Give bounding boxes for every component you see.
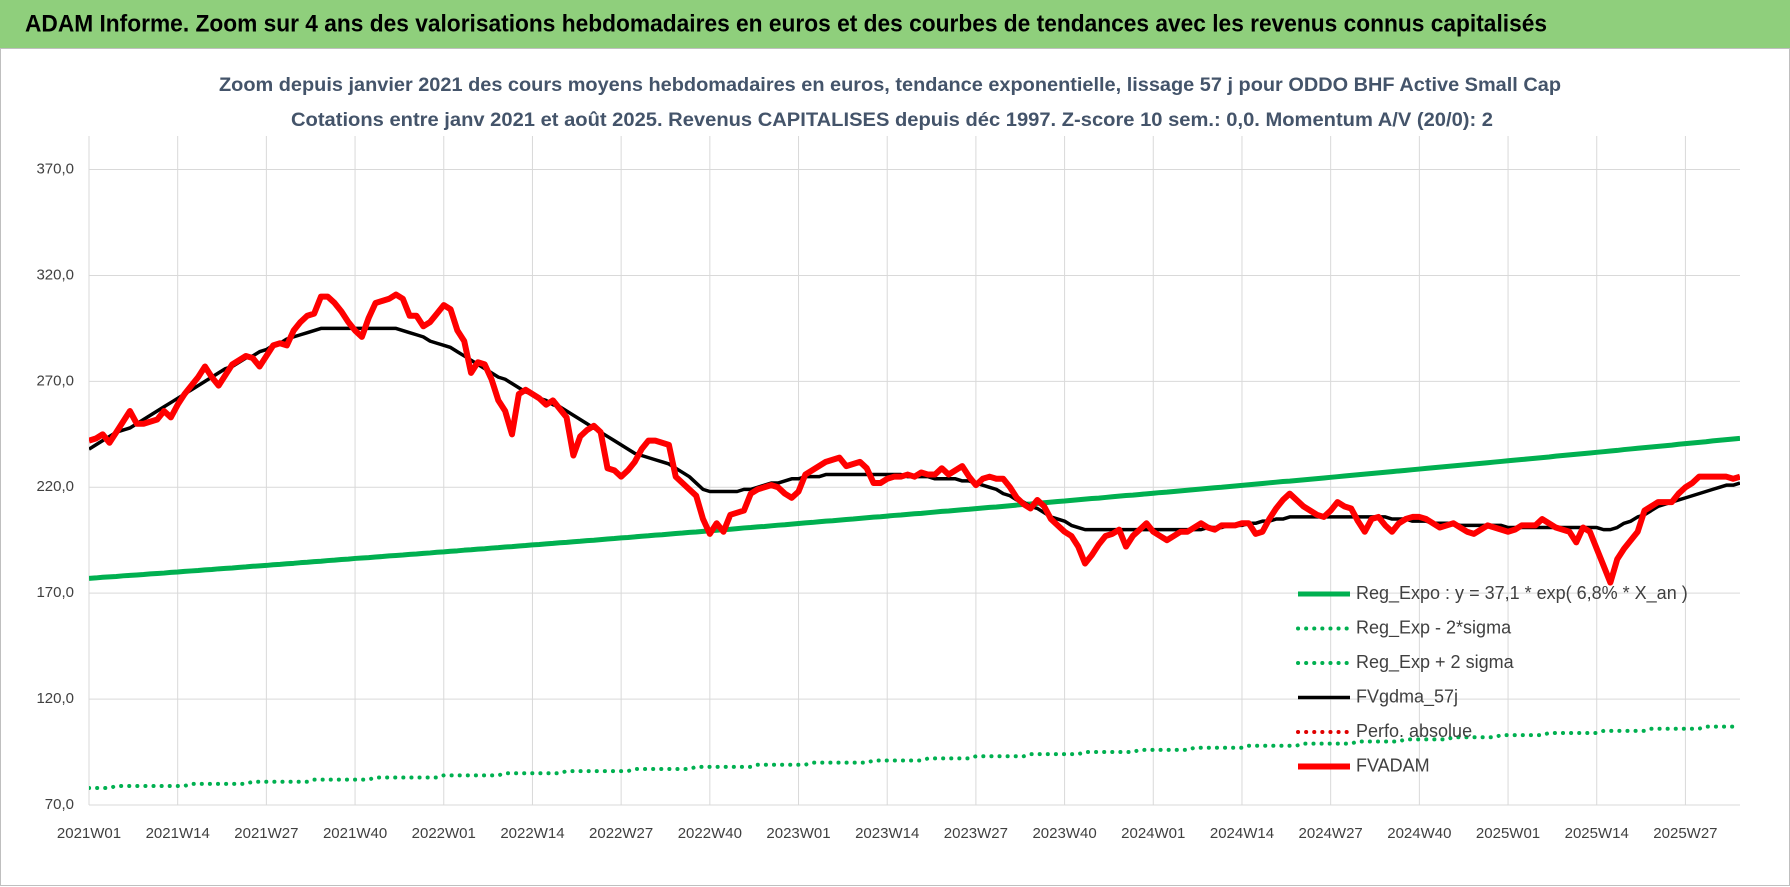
- legend-label: Reg_Expo : y = 37,1 * exp( 6,8% * X_an ): [1356, 583, 1688, 604]
- x-tick-label: 2024W40: [1387, 825, 1451, 842]
- y-tick-label: 370,0: [36, 161, 74, 178]
- series-line: [89, 435, 1740, 581]
- x-tick-label: 2024W01: [1121, 825, 1185, 842]
- grid: [88, 136, 1740, 806]
- y-tick-label: 270,0: [36, 372, 74, 389]
- y-tick-label: 70,0: [45, 796, 74, 813]
- x-tick-label: 2021W40: [323, 825, 387, 842]
- y-tick-label: 170,0: [36, 584, 74, 601]
- x-tick-label: 2023W01: [766, 825, 830, 842]
- header-bar: [0, 0, 1790, 48]
- x-tick-label: 2022W40: [678, 825, 742, 842]
- x-tick-label: 2021W01: [57, 825, 121, 842]
- legend-label: FVADAM: [1356, 755, 1430, 775]
- y-tick-label: 120,0: [36, 690, 74, 707]
- legend-label: Reg_Exp - 2*sigma: [1356, 617, 1512, 638]
- chart-subtitle: Cotations entre janv 2021 et août 2025. …: [291, 110, 1493, 131]
- x-tick-label: 2023W40: [1032, 825, 1096, 842]
- y-tick-label: 220,0: [36, 478, 74, 495]
- x-tick-label: 2023W14: [855, 825, 919, 842]
- x-tick-label: 2022W01: [412, 825, 476, 842]
- legend-label: FVgdma_57j: [1356, 686, 1458, 707]
- plot-lines: [89, 291, 1740, 791]
- legend: Reg_Expo : y = 37,1 * exp( 6,8% * X_an )…: [1296, 583, 1688, 775]
- legend-label: Perfo. absolue: [1356, 721, 1472, 741]
- x-tick-label: 2025W14: [1565, 825, 1629, 842]
- legend-label: Reg_Exp + 2 sigma: [1356, 652, 1515, 673]
- chart-subtitle: Zoom depuis janvier 2021 des cours moyen…: [219, 75, 1561, 96]
- page-title: ADAM Informe. Zoom sur 4 ans des valoris…: [25, 10, 1547, 37]
- series-line: [89, 291, 1740, 586]
- x-tick-label: 2022W14: [500, 825, 564, 842]
- x-tick-label: 2024W27: [1299, 825, 1363, 842]
- y-tick-label: 320,0: [36, 266, 74, 283]
- series-line: [89, 724, 1740, 791]
- x-tick-label: 2025W01: [1476, 825, 1540, 842]
- x-tick-label: 2021W27: [234, 825, 298, 842]
- x-tick-label: 2022W27: [589, 825, 653, 842]
- x-tick-label: 2021W14: [146, 825, 210, 842]
- x-tick-label: 2025W27: [1653, 825, 1717, 842]
- axis-labels: 70,0 120,0 170,0 220,0 270,0 320,0 370,0 2021W0…: [36, 161, 1717, 842]
- chart-panel: [0, 48, 1790, 886]
- x-tick-label: 2023W27: [944, 825, 1008, 842]
- x-tick-label: 2024W14: [1210, 825, 1274, 842]
